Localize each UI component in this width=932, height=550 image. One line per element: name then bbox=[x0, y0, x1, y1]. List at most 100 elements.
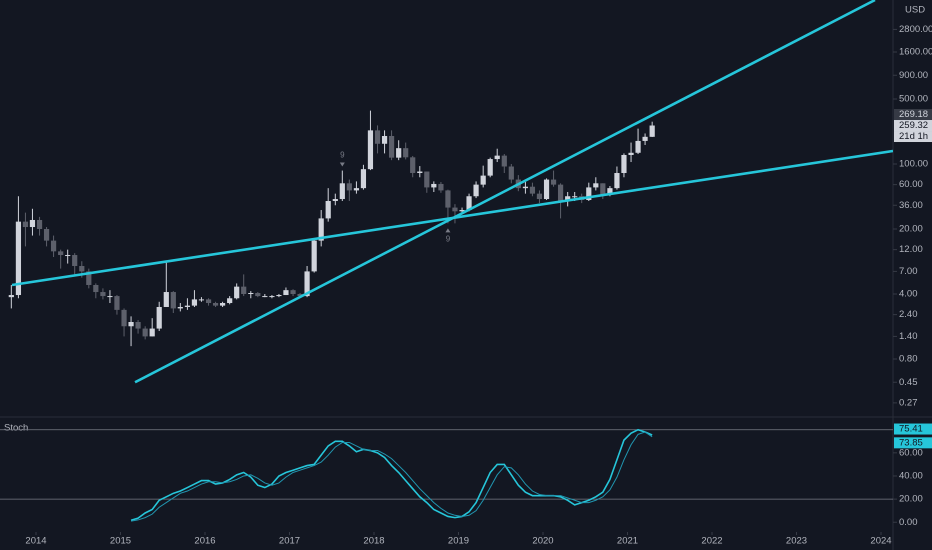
y-tick-label: 900.00 bbox=[899, 70, 928, 81]
last-price: 259.32 bbox=[899, 120, 928, 131]
candle-body bbox=[621, 154, 627, 174]
countdown-box bbox=[894, 131, 932, 143]
x-tick-label: 2014 bbox=[25, 536, 46, 547]
candle-body bbox=[142, 328, 148, 337]
price-tag: 269.18 bbox=[899, 109, 928, 120]
candle-body bbox=[346, 183, 352, 191]
y-tick-label: 0.80 bbox=[899, 354, 918, 365]
last-price-box bbox=[894, 120, 932, 132]
countdown: 21d 1h bbox=[899, 131, 928, 142]
y-tick-label: 1.40 bbox=[899, 331, 918, 342]
candle-body bbox=[65, 255, 71, 257]
candle-body bbox=[255, 293, 261, 297]
candle-body bbox=[36, 219, 43, 230]
candle-body bbox=[600, 183, 606, 195]
candle-body bbox=[156, 306, 162, 329]
candle-body bbox=[86, 271, 92, 285]
candle-body bbox=[191, 299, 198, 306]
candle-body bbox=[128, 322, 134, 327]
candle-body bbox=[311, 240, 317, 272]
candle-body bbox=[304, 271, 310, 297]
y-tick-label: 100.00 bbox=[899, 159, 928, 170]
candle-body bbox=[8, 295, 14, 298]
x-tick-label: 2017 bbox=[279, 536, 300, 547]
candle-body bbox=[290, 290, 296, 295]
x-tick-label: 2020 bbox=[532, 536, 553, 547]
candle-body bbox=[234, 286, 240, 299]
stoch-line bbox=[130, 428, 653, 522]
candle-body bbox=[163, 292, 169, 307]
annotation-arrow bbox=[339, 162, 345, 167]
candle-body bbox=[43, 229, 50, 241]
candle-body bbox=[332, 199, 338, 202]
candle-body bbox=[149, 328, 155, 337]
annotation-arrow bbox=[445, 228, 451, 233]
x-tick-label: 2018 bbox=[363, 536, 384, 547]
candle-body bbox=[466, 196, 472, 211]
candle-body bbox=[388, 136, 395, 158]
candle-body bbox=[522, 186, 529, 189]
candle-body bbox=[353, 188, 360, 191]
candle-body bbox=[501, 155, 507, 167]
candle-body bbox=[177, 306, 183, 309]
candle-body bbox=[614, 173, 620, 189]
candle-body bbox=[276, 295, 282, 297]
candle-body bbox=[543, 179, 550, 200]
candle-body bbox=[529, 186, 536, 194]
candle-body bbox=[396, 148, 402, 158]
y-tick-label: 20.00 bbox=[899, 224, 923, 235]
candle-body bbox=[536, 193, 543, 200]
candle-body bbox=[297, 294, 303, 297]
candle-body bbox=[262, 296, 268, 298]
candle-body bbox=[417, 171, 423, 174]
candle-body bbox=[100, 292, 106, 297]
candle-body bbox=[283, 290, 289, 296]
candle-body bbox=[22, 221, 29, 228]
candle-body bbox=[628, 152, 634, 155]
candle-body bbox=[367, 130, 374, 170]
candle-body bbox=[424, 171, 430, 188]
candle-body bbox=[269, 296, 275, 298]
candle-body bbox=[586, 187, 592, 201]
y-tick-label: 36.00 bbox=[899, 200, 923, 211]
y-tick-label: 12.00 bbox=[899, 244, 923, 255]
candle-body bbox=[452, 207, 458, 212]
candle-body bbox=[374, 130, 381, 144]
candle-body bbox=[403, 148, 409, 158]
x-tick-label: 2023 bbox=[786, 536, 807, 547]
x-tick-label: 2015 bbox=[110, 536, 131, 547]
candle-body bbox=[318, 218, 324, 241]
candle-body bbox=[184, 305, 191, 307]
candle-body bbox=[121, 309, 127, 327]
candle-body bbox=[431, 183, 437, 188]
candle-body bbox=[642, 136, 648, 141]
x-tick-label: 2019 bbox=[448, 536, 469, 547]
y-tick-label: 0.27 bbox=[899, 397, 918, 408]
candles bbox=[8, 0, 893, 384]
price-tag-box bbox=[894, 109, 932, 121]
x-tick-label: 2016 bbox=[194, 536, 215, 547]
candle-body bbox=[248, 293, 254, 295]
y-tick-label: 0.45 bbox=[899, 377, 918, 388]
y-tick-label: 60.00 bbox=[899, 179, 923, 190]
y-tick-label: 20.00 bbox=[899, 494, 923, 505]
candle-body bbox=[557, 184, 564, 202]
candle-body bbox=[107, 296, 113, 298]
candle-body bbox=[607, 188, 613, 195]
y-tick-label: 7.00 bbox=[899, 266, 918, 277]
candle-body bbox=[50, 240, 57, 252]
candle-body bbox=[93, 284, 99, 293]
candle-body bbox=[565, 196, 571, 202]
candle-body bbox=[635, 140, 641, 153]
candle-body bbox=[15, 221, 22, 296]
candle-body bbox=[381, 136, 388, 144]
candle-body bbox=[325, 201, 331, 219]
candle-body bbox=[459, 210, 465, 212]
currency-label: USD bbox=[905, 5, 925, 16]
candle-body bbox=[58, 251, 64, 256]
candle-body bbox=[473, 184, 479, 197]
candle-body bbox=[445, 190, 451, 208]
